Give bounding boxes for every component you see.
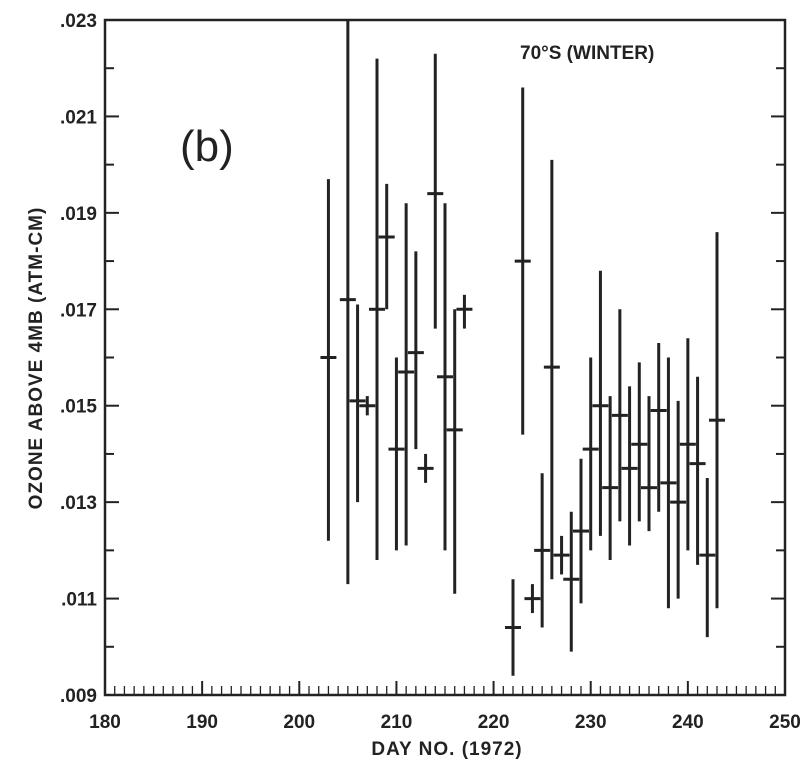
- chart-annotation: 70°S (WINTER): [520, 43, 654, 64]
- x-tick-label: 210: [381, 712, 413, 733]
- y-tick-label: .017: [60, 300, 97, 321]
- y-tick-label: .009: [60, 686, 97, 707]
- data-point: [524, 584, 541, 614]
- y-tick-label: .019: [60, 204, 97, 225]
- x-tick-label: 240: [672, 712, 704, 733]
- x-tick-label: 200: [283, 712, 315, 733]
- data-point: [641, 396, 657, 532]
- x-axis-label: DAY NO. (1972): [371, 739, 522, 760]
- data-point: [660, 357, 677, 609]
- data-point: [388, 357, 405, 551]
- data-point: [446, 309, 463, 594]
- x-tick-label: 230: [575, 712, 607, 733]
- axis-ticks: [104, 19, 786, 696]
- x-tick-label: 190: [186, 712, 218, 733]
- data-point: [378, 183, 395, 310]
- plot-frame: [103, 18, 787, 697]
- data-point: [582, 357, 599, 551]
- data-point: [456, 294, 473, 329]
- data-point: [359, 396, 376, 416]
- x-tick-label: 250: [769, 712, 801, 733]
- data-point: [670, 400, 687, 599]
- data-point: [650, 343, 667, 512]
- data-point: [339, 20, 356, 585]
- y-tick-label: .015: [60, 397, 97, 418]
- data-point: [553, 535, 570, 575]
- data-point: [631, 362, 648, 522]
- panel-label: (b): [180, 122, 234, 171]
- y-tick-label: .011: [61, 590, 97, 611]
- data-point: [505, 579, 521, 676]
- y-tick-label: .013: [60, 493, 97, 514]
- data-point: [679, 338, 696, 551]
- data-point: [427, 53, 444, 329]
- data-point: [592, 270, 609, 536]
- data-point: [349, 304, 366, 503]
- data-point: [514, 87, 531, 435]
- data-point: [398, 203, 415, 546]
- data-point: [602, 396, 619, 560]
- data-point: [320, 179, 337, 541]
- tick-labels: 180 190 200 210 220 230 240 250 .009 .011 .013 .015…: [60, 11, 801, 733]
- data-point: [709, 232, 725, 609]
- data-point: [369, 58, 385, 560]
- data-point: [543, 159, 560, 580]
- data-point: [417, 453, 434, 483]
- error-bars: [320, 20, 725, 676]
- data-point: [699, 478, 716, 638]
- data-point: [437, 203, 453, 551]
- data-point: [689, 376, 706, 565]
- data-point: [534, 473, 551, 628]
- y-axis-label: OZONE ABOVE 4MB (ATM-CM): [26, 207, 47, 510]
- x-tick-label: 180: [89, 712, 121, 733]
- data-point: [611, 309, 628, 522]
- y-tick-label: .021: [60, 107, 97, 128]
- x-tick-label: 220: [478, 712, 510, 733]
- data-point: [621, 386, 638, 546]
- y-tick-label: .023: [60, 11, 97, 32]
- data-point: [407, 251, 424, 450]
- data-point: [563, 511, 580, 652]
- data-point: [573, 458, 589, 604]
